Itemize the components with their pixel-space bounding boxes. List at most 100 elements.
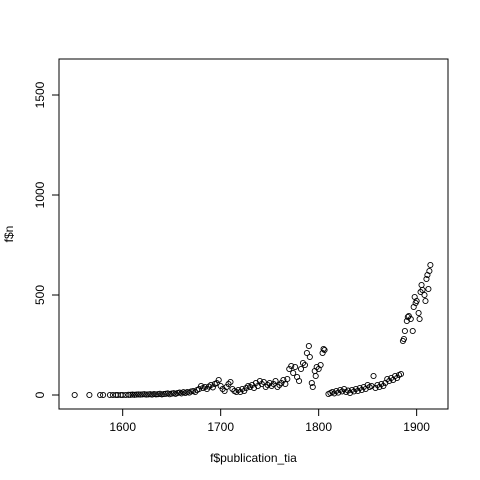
data-point-87 [274, 383, 281, 391]
data-point-62 [225, 380, 232, 388]
x-tick-label: 1800 [305, 420, 332, 434]
data-point-114 [321, 346, 328, 354]
data-point-82 [264, 381, 271, 389]
data-point-63 [227, 378, 234, 386]
data-point-57 [215, 376, 222, 384]
data-point-102 [303, 349, 310, 357]
data-point-130 [354, 387, 361, 395]
data-point-138 [370, 372, 377, 380]
data-point-20 [143, 391, 150, 398]
data-point-106 [309, 383, 316, 391]
data-point-17 [137, 391, 144, 398]
data-point-158 [405, 312, 412, 320]
data-point-169 [419, 286, 426, 294]
data-point-104 [306, 353, 313, 361]
data-point-176 [427, 261, 434, 269]
data-point-135 [364, 381, 371, 389]
data-point-101 [301, 361, 308, 369]
data-point-95 [290, 369, 297, 377]
data-point-175 [426, 267, 433, 275]
data-point-71 [243, 384, 250, 392]
data-point-96 [292, 363, 299, 371]
data-point-16 [135, 391, 142, 398]
data-point-166 [416, 315, 423, 323]
data-point-155 [401, 327, 408, 335]
data-point-140 [374, 381, 381, 389]
x-tick-label: 1900 [403, 420, 430, 434]
data-point-2 [97, 391, 104, 399]
data-point-0 [71, 391, 78, 399]
y-axis-label: f$n [2, 226, 16, 243]
data-point-167 [417, 288, 424, 296]
data-point-92 [284, 375, 291, 383]
data-point-132 [358, 386, 365, 394]
data-point-143 [380, 382, 387, 390]
data-point-123 [341, 385, 348, 393]
data-point-21 [145, 391, 152, 398]
data-point-64 [229, 385, 236, 393]
data-point-29 [160, 390, 167, 398]
data-point-119 [333, 387, 340, 395]
data-point-164 [413, 297, 420, 305]
data-point-67 [235, 386, 242, 394]
data-point-1 [86, 391, 93, 399]
data-point-105 [308, 379, 315, 387]
data-point-56 [213, 379, 220, 387]
data-point-174 [425, 285, 432, 293]
data-point-73 [247, 383, 254, 391]
data-point-81 [262, 383, 269, 391]
data-point-47 [196, 385, 203, 393]
data-point-149 [392, 372, 399, 380]
data-point-112 [319, 349, 326, 357]
data-point-108 [312, 372, 319, 380]
y-axis: 0 500 1000 1500 [33, 81, 59, 398]
data-point-88 [276, 381, 283, 389]
data-point-165 [415, 309, 422, 317]
data-point-99 [297, 365, 305, 373]
data-point-131 [356, 384, 363, 392]
data-point-61 [223, 383, 230, 391]
y-tick-label: 500 [33, 285, 47, 305]
data-point-52 [205, 383, 212, 390]
data-point-18 [139, 391, 146, 398]
plot-box [58, 58, 449, 410]
data-point-170 [421, 291, 428, 299]
x-axis-label: f$publication_tia [210, 451, 297, 465]
y-tick-label: 1000 [33, 181, 47, 208]
data-point-85 [270, 380, 277, 388]
data-point-4 [106, 391, 114, 399]
data-point-154 [400, 335, 407, 343]
data-point-14 [131, 391, 138, 398]
data-point-3 [100, 391, 107, 399]
data-point-126 [346, 389, 354, 397]
data-point-146 [386, 377, 393, 385]
data-point-80 [260, 378, 267, 386]
y-tick-label: 0 [33, 391, 47, 398]
x-tick-label: 1700 [207, 420, 234, 434]
data-point-111 [317, 361, 324, 369]
data-point-113 [320, 345, 327, 353]
x-axis: 1600 1700 1800 1900 [109, 409, 430, 434]
data-point-93 [286, 365, 293, 373]
data-point-145 [384, 375, 391, 383]
data-point-11 [125, 391, 132, 398]
data-point-139 [372, 384, 379, 392]
data-point-100 [299, 359, 307, 367]
data-point-86 [272, 377, 279, 385]
data-point-150 [393, 374, 401, 382]
data-point-142 [378, 380, 385, 388]
data-point-89 [278, 379, 285, 387]
data-points [71, 261, 434, 399]
data-point-54 [209, 384, 216, 391]
data-point-25 [152, 391, 160, 398]
data-point-98 [296, 377, 303, 385]
data-point-45 [192, 388, 199, 396]
data-point-15 [133, 391, 140, 398]
data-point-141 [376, 383, 383, 391]
data-point-103 [305, 342, 312, 350]
data-point-12 [127, 391, 134, 398]
data-point-159 [407, 315, 414, 323]
data-point-84 [268, 382, 275, 390]
data-point-91 [282, 380, 289, 388]
